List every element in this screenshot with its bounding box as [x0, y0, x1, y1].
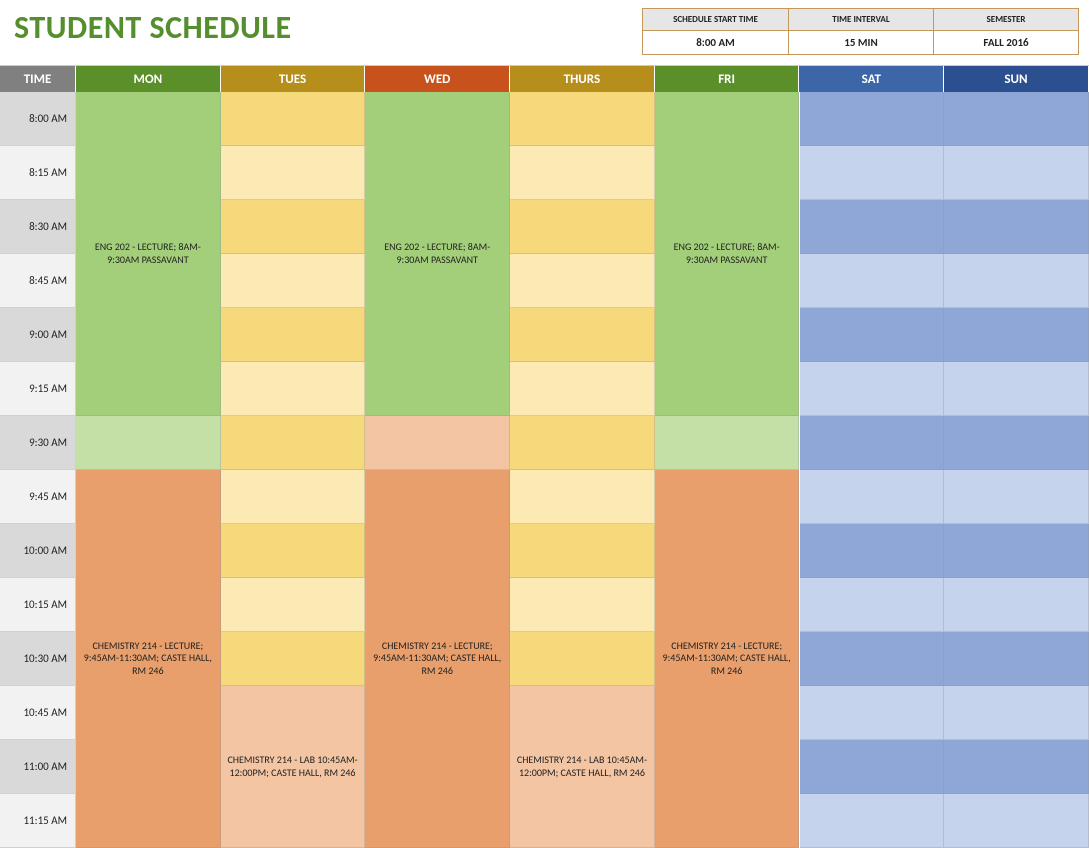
schedule-empty-cell [510, 308, 655, 362]
schedule-grid: TIMEMONTUESWEDTHURSFRISATSUN 8:00 AM8:15… [0, 65, 1089, 848]
time-cell: 8:00 AM [0, 92, 76, 146]
schedule-empty-cell [944, 524, 1089, 578]
schedule-empty-cell [221, 308, 366, 362]
time-cell: 11:15 AM [0, 794, 76, 848]
info-table: SCHEDULE START TIME8:00 AMTIME INTERVAL1… [642, 8, 1079, 55]
day-column-header: WED [365, 66, 510, 92]
schedule-empty-cell [800, 200, 945, 254]
info-col-label: TIME INTERVAL [789, 9, 933, 31]
time-cell: 9:00 AM [0, 308, 76, 362]
schedule-event-cell[interactable]: ENG 202 - LECTURE; 8AM-9:30AM PASSAVANT [76, 92, 221, 416]
schedule-empty-cell [800, 362, 945, 416]
info-col-value: 8:00 AM [643, 31, 788, 54]
schedule-empty-cell [510, 200, 655, 254]
day-column-header: TUES [221, 66, 366, 92]
time-cell: 10:15 AM [0, 578, 76, 632]
page-title: STUDENT SCHEDULE [14, 8, 292, 47]
schedule-event-cell[interactable]: CHEMISTRY 214 - LAB 10:45AM-12:00PM; CAS… [221, 686, 366, 848]
schedule-empty-cell [221, 200, 366, 254]
day-column-header: MON [76, 66, 221, 92]
schedule-empty-cell [800, 146, 945, 200]
schedule-empty-cell [510, 146, 655, 200]
time-cell: 9:45 AM [0, 470, 76, 524]
info-col-value: 15 MIN [789, 31, 933, 54]
time-cell: 9:30 AM [0, 416, 76, 470]
time-cell: 9:15 AM [0, 362, 76, 416]
info-col-label: SCHEDULE START TIME [643, 9, 788, 31]
day-column-header: FRI [655, 66, 800, 92]
schedule-empty-cell [510, 92, 655, 146]
schedule-empty-cell [944, 470, 1089, 524]
schedule-empty-cell [944, 632, 1089, 686]
schedule-empty-cell [510, 416, 655, 470]
schedule-event-cell[interactable]: CHEMISTRY 214 - LAB 10:45AM-12:00PM; CAS… [510, 686, 655, 848]
schedule-empty-cell [800, 92, 945, 146]
schedule-empty-cell [221, 470, 366, 524]
schedule-empty-cell [800, 740, 945, 794]
schedule-empty-cell [221, 362, 366, 416]
time-cell: 11:00 AM [0, 740, 76, 794]
time-cell: 8:15 AM [0, 146, 76, 200]
schedule-empty-cell [221, 254, 366, 308]
info-col: TIME INTERVAL15 MIN [788, 9, 933, 54]
schedule-event-cell[interactable]: CHEMISTRY 214 - LECTURE; 9:45AM-11:30AM;… [76, 470, 221, 848]
schedule-empty-cell [221, 578, 366, 632]
schedule-empty-cell [944, 794, 1089, 848]
schedule-empty-cell [510, 632, 655, 686]
schedule-empty-cell [221, 632, 366, 686]
time-cell: 8:30 AM [0, 200, 76, 254]
day-column-header: SAT [799, 66, 944, 92]
day-column-header: THURS [510, 66, 655, 92]
schedule-empty-cell [221, 92, 366, 146]
schedule-empty-cell [944, 92, 1089, 146]
schedule-event-cell[interactable]: CHEMISTRY 214 - LECTURE; 9:45AM-11:30AM;… [365, 470, 510, 848]
schedule-empty-cell [944, 416, 1089, 470]
schedule-empty-cell [510, 578, 655, 632]
schedule-empty-cell [944, 362, 1089, 416]
schedule-empty-cell [510, 254, 655, 308]
schedule-empty-cell [800, 308, 945, 362]
time-cell: 10:30 AM [0, 632, 76, 686]
schedule-empty-cell [800, 794, 945, 848]
schedule-empty-cell [510, 470, 655, 524]
schedule-empty-cell [800, 578, 945, 632]
schedule-empty-cell [221, 416, 366, 470]
schedule-empty-cell [800, 686, 945, 740]
schedule-empty-cell [944, 200, 1089, 254]
schedule-empty-cell [365, 416, 510, 470]
schedule-event-cell[interactable]: ENG 202 - LECTURE; 8AM-9:30AM PASSAVANT [365, 92, 510, 416]
schedule-empty-cell [510, 362, 655, 416]
info-col: SCHEDULE START TIME8:00 AM [643, 9, 788, 54]
info-col-value: FALL 2016 [934, 31, 1078, 54]
schedule-empty-cell [944, 740, 1089, 794]
time-column-header: TIME [0, 66, 76, 92]
schedule-empty-cell [944, 578, 1089, 632]
schedule-empty-cell [944, 308, 1089, 362]
schedule-empty-cell [800, 524, 945, 578]
time-cell: 8:45 AM [0, 254, 76, 308]
info-col: SEMESTERFALL 2016 [933, 9, 1078, 54]
time-cell: 10:00 AM [0, 524, 76, 578]
schedule-empty-cell [800, 416, 945, 470]
schedule-event-cell[interactable]: CHEMISTRY 214 - LECTURE; 9:45AM-11:30AM;… [655, 470, 800, 848]
info-col-label: SEMESTER [934, 9, 1078, 31]
schedule-empty-cell [800, 254, 945, 308]
schedule-empty-cell [800, 470, 945, 524]
time-cell: 10:45 AM [0, 686, 76, 740]
schedule-empty-cell [800, 632, 945, 686]
schedule-empty-cell [944, 146, 1089, 200]
schedule-empty-cell [655, 416, 800, 470]
schedule-event-cell[interactable]: ENG 202 - LECTURE; 8AM-9:30AM PASSAVANT [655, 92, 800, 416]
schedule-empty-cell [221, 524, 366, 578]
schedule-empty-cell [221, 146, 366, 200]
schedule-empty-cell [76, 416, 221, 470]
schedule-empty-cell [944, 254, 1089, 308]
schedule-empty-cell [944, 686, 1089, 740]
day-column-header: SUN [944, 66, 1089, 92]
schedule-empty-cell [510, 524, 655, 578]
